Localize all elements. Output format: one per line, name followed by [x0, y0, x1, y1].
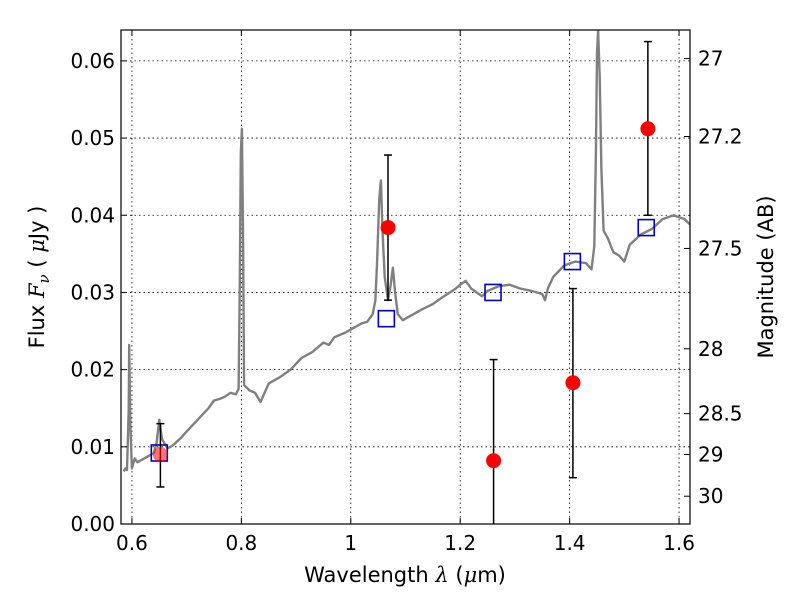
y2-tick-label: 30 [698, 484, 723, 508]
x-tick-label: 0.6 [116, 531, 148, 555]
ticks: 0.6 0.8 1 1.2 1.4 1.6 0.00 0.01 0.02 0.03 0.04 0.05… [70, 30, 743, 555]
data-layer [122, 30, 690, 473]
x-tick-label: 1.2 [444, 531, 476, 555]
y2-tick-label: 29 [698, 443, 723, 467]
observed-flux-point [565, 375, 581, 391]
model-band-square [377, 309, 396, 328]
errorbar-layer [152, 40, 656, 524]
x-tick-label: 1.4 [554, 531, 586, 555]
x-tick-label: 0.8 [225, 531, 257, 555]
model-band-square [637, 218, 656, 237]
y-tick-label: 0.05 [70, 126, 115, 150]
y-tick-label: 0.04 [70, 203, 115, 227]
model-band-square [484, 283, 502, 302]
observed-flux-point [152, 447, 168, 463]
x-axis-label: Wavelength λ (μm) [304, 563, 506, 587]
plot-frame [120, 29, 691, 525]
x-tick-label: 1 [344, 531, 357, 555]
y2-tick-label: 27.5 [698, 236, 743, 260]
observed-flux-point [486, 453, 502, 469]
y-tick-label: 0.02 [70, 358, 115, 382]
y-tick-label: 0.00 [70, 512, 115, 536]
y2-axis-label: Magnitude (AB) [754, 195, 778, 358]
y-axis-label: Flux Fν ( μJy ) [25, 206, 53, 349]
observed-flux-point [640, 121, 656, 137]
observed-flux-point [380, 220, 396, 236]
y2-tick-label: 27.2 [698, 125, 743, 149]
plot-background [121, 30, 690, 524]
x-tick-label: 1.6 [663, 531, 695, 555]
model-band-square [563, 252, 582, 271]
y-tick-label: 0.03 [70, 280, 115, 304]
model-spectrum-line [122, 30, 690, 473]
y2-tick-label: 28.5 [698, 402, 743, 426]
y-tick-label: 0.06 [70, 49, 115, 73]
y2-tick-label: 28 [698, 337, 723, 361]
y2-tick-label: 27 [698, 47, 723, 71]
y-tick-label: 0.01 [70, 435, 115, 459]
